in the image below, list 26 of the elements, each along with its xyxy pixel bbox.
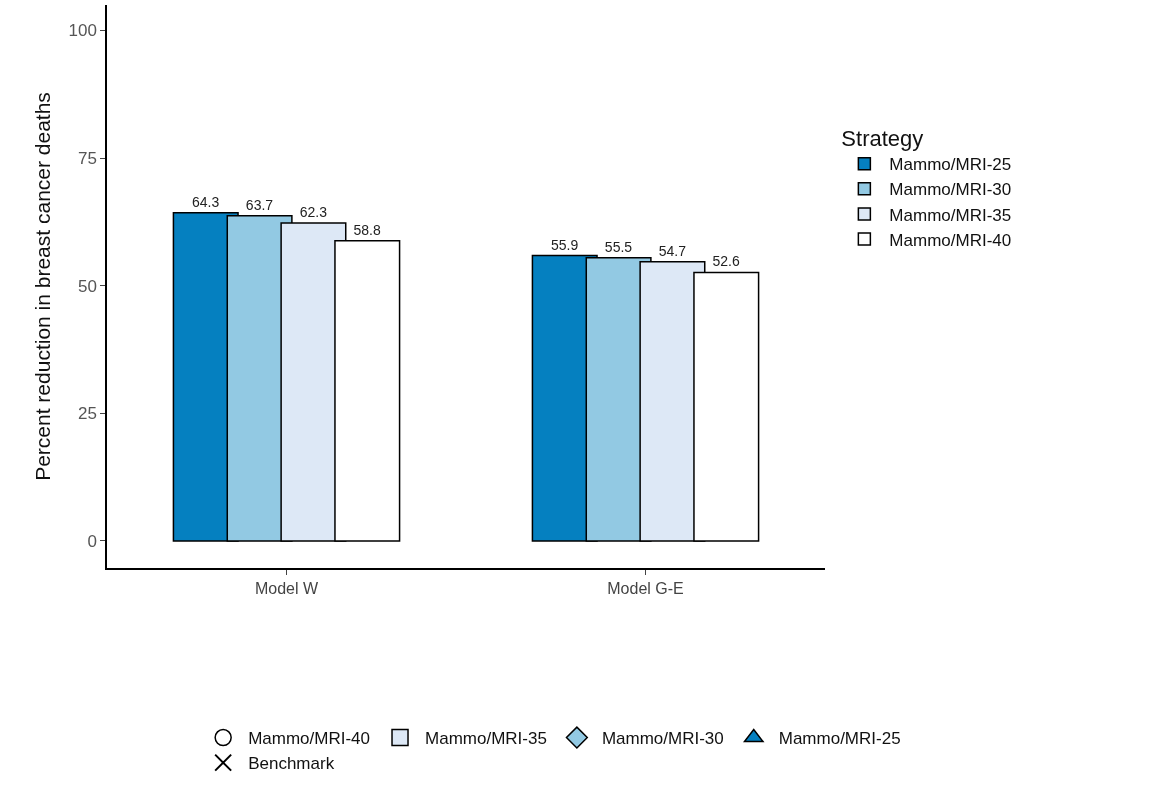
data-label: 52.6	[712, 253, 741, 270]
legend-label: Mammo/MRI-25	[778, 729, 901, 749]
x-tick-label: Model W	[254, 579, 319, 597]
y-tick-label: 25	[77, 404, 97, 424]
data-label: 64.3	[192, 193, 220, 210]
legend-label: Mammo/MRI-40	[889, 230, 1012, 250]
legend-label: Mammo/MRI-35	[889, 205, 1012, 225]
y-tick-label: 0	[87, 531, 97, 551]
data-label: 55.9	[551, 236, 579, 253]
legend-label: Benchmark	[248, 754, 335, 774]
data-label: 54.7	[658, 242, 687, 259]
y-tick-label: 100	[68, 21, 97, 41]
legend-title: Strategy	[841, 126, 924, 152]
legend-label: Mammo/MRI-25	[889, 155, 1012, 175]
data-label: 63.7	[245, 196, 274, 213]
legend-label: Mammo/MRI-40	[248, 729, 371, 749]
data-label: 58.8	[353, 221, 381, 238]
legend-label: Mammo/MRI-30	[601, 729, 724, 749]
legend-label: Mammo/MRI-35	[425, 729, 547, 749]
y-tick-label: 50	[77, 276, 97, 296]
y-axis-title: Percent reduction in breast cancer deaths	[31, 92, 55, 481]
data-label: 55.5	[604, 238, 633, 255]
data-label: 62.3	[299, 203, 328, 220]
x-tick-label: Model G-E	[607, 579, 684, 597]
y-tick-label: 75	[77, 149, 97, 169]
legend-label: Mammo/MRI-30	[889, 180, 1012, 200]
